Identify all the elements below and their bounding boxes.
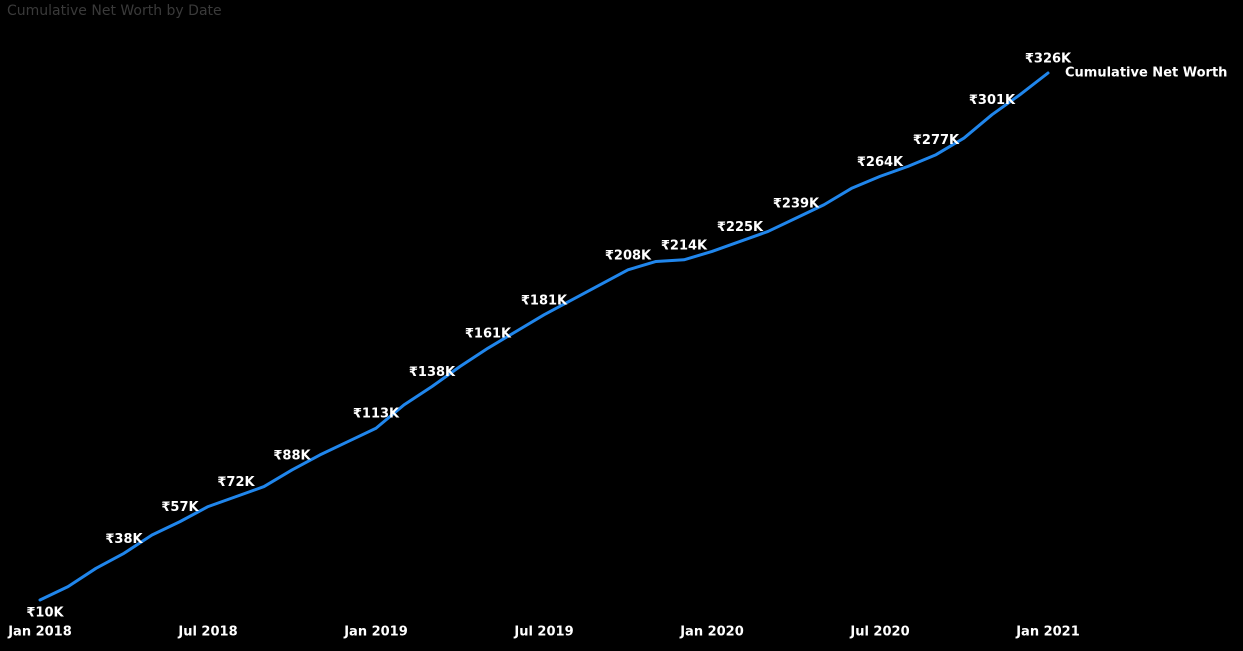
data-label: ₹181K — [521, 293, 568, 308]
x-tick-label: Jan 2020 — [679, 625, 744, 640]
data-label: ₹239K — [773, 197, 820, 212]
data-label: ₹88K — [273, 448, 311, 463]
chart-title: Cumulative Net Worth by Date — [7, 3, 222, 19]
data-label: ₹277K — [913, 133, 960, 148]
data-label: ₹138K — [409, 365, 456, 380]
data-label: ₹301K — [969, 93, 1016, 108]
data-label: ₹38K — [105, 532, 143, 547]
x-tick-label: Jan 2021 — [1015, 625, 1080, 640]
x-tick-label: Jul 2018 — [177, 625, 237, 640]
data-label: ₹57K — [161, 500, 199, 515]
data-label: ₹10K — [26, 606, 64, 621]
data-label: ₹225K — [717, 220, 764, 235]
data-label: ₹72K — [217, 475, 255, 490]
series-label: Cumulative Net Worth — [1065, 66, 1227, 81]
x-tick-label: Jan 2019 — [343, 625, 408, 640]
data-label: ₹161K — [465, 327, 512, 342]
x-tick-label: Jul 2019 — [513, 625, 573, 640]
data-label: ₹214K — [661, 238, 708, 253]
data-label: ₹326K — [1025, 52, 1072, 67]
data-label: ₹264K — [857, 155, 904, 170]
data-label: ₹113K — [353, 407, 400, 422]
data-label: ₹208K — [605, 248, 652, 263]
x-tick-label: Jul 2020 — [849, 625, 909, 640]
line — [38, 71, 1050, 602]
x-tick-label: Jan 2018 — [7, 625, 72, 640]
